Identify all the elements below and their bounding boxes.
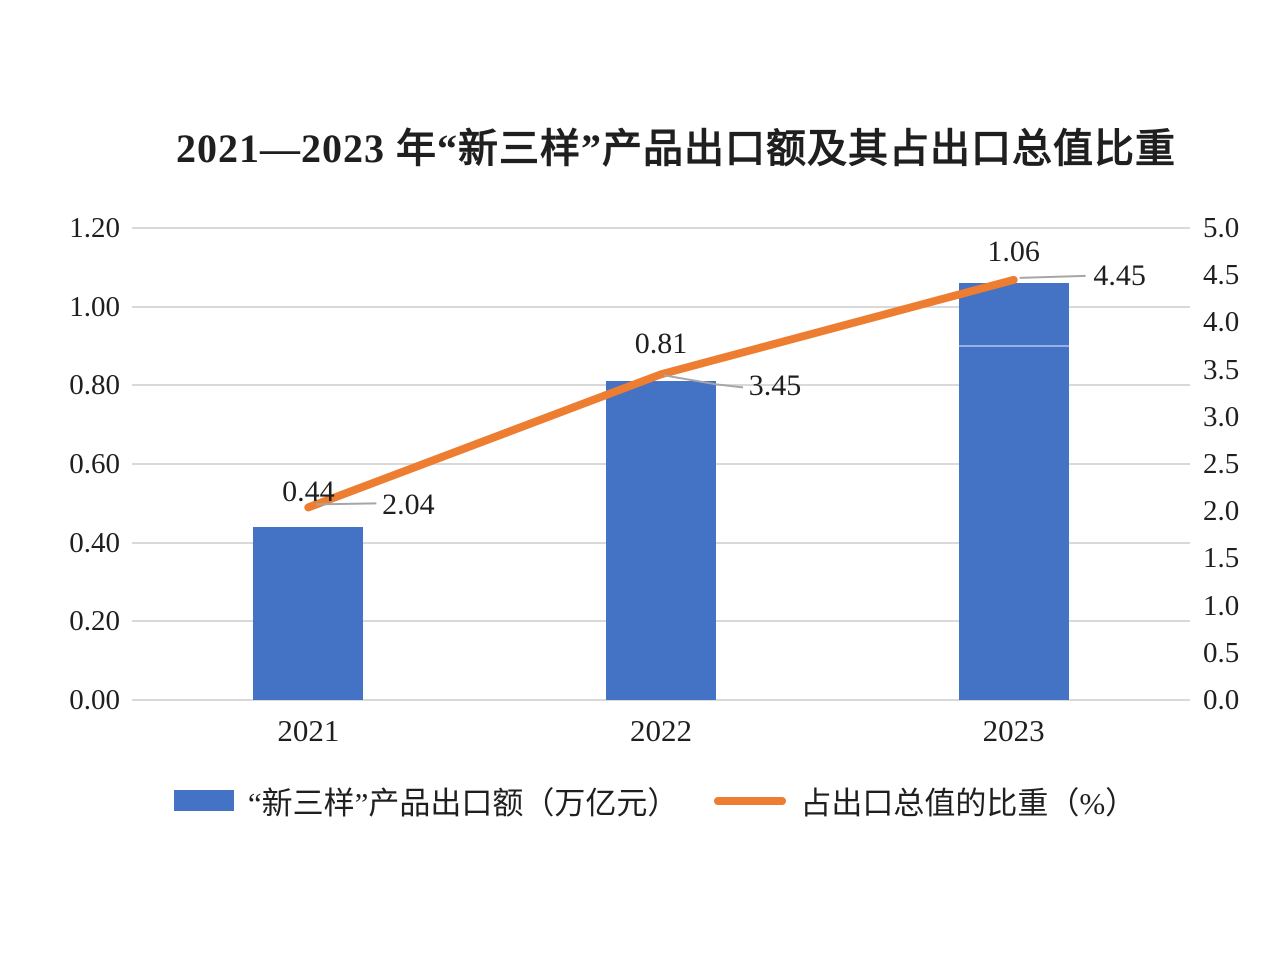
legend-label-share-percent: 占出口总值的比重（%） [800, 786, 1137, 821]
right-axis-tick-label: 4.0 [1203, 306, 1240, 339]
line-value-label: 2.04 [382, 488, 435, 522]
chart-title: 2021—2023 年“新三样”产品出口额及其占出口总值比重 [176, 126, 1176, 171]
bar-value-label: 0.81 [634, 327, 688, 361]
legend-item-export-amount: “新三样”产品出口额（万亿元） [173, 778, 679, 823]
right-axis-tick-label: 3.0 [1203, 400, 1240, 433]
right-axis-tick-label: 0.5 [1203, 636, 1240, 669]
x-axis-tick-label: 2022 [630, 713, 692, 748]
left-axis-tick-label: 0.00 [69, 684, 120, 716]
right-axis-tick-label: 1.5 [1203, 542, 1240, 575]
left-axis-tick-label: 0.40 [69, 526, 120, 559]
legend-label-export-amount: “新三样”产品出口额（万亿元） [247, 786, 679, 821]
right-axis-tick-label: 2.5 [1203, 448, 1240, 480]
gridline [132, 227, 1190, 229]
line-value-label: 3.45 [748, 369, 802, 403]
left-axis-tick-label: 0.80 [69, 369, 120, 402]
bar-2023 [958, 283, 1069, 700]
legend-bar-swatch-icon [173, 790, 234, 811]
line-value-label: 4.45 [1093, 258, 1146, 292]
bar-2021 [253, 526, 364, 700]
right-axis-tick-label: 5.0 [1203, 212, 1240, 244]
gridline [132, 699, 1190, 701]
bar-2022 [606, 381, 716, 700]
bar-value-label: 0.44 [282, 475, 335, 509]
left-axis-tick-label: 0.60 [69, 448, 120, 480]
left-axis-tick-label: 1.00 [69, 290, 120, 323]
legend: “新三样”产品出口额（万亿元） 占出口总值的比重（%） [0, 778, 1280, 823]
x-axis-tick-label: 2023 [982, 713, 1045, 748]
right-axis-tick-label: 4.5 [1203, 259, 1240, 292]
legend-line-swatch-icon [714, 796, 787, 805]
left-axis-tick-label: 0.20 [69, 605, 120, 638]
legend-item-share-percent: 占出口总值的比重（%） [714, 778, 1136, 823]
right-axis-tick-label: 3.5 [1203, 353, 1240, 386]
bar-artifact-band [958, 344, 1069, 347]
right-axis-tick-label: 0.0 [1203, 684, 1240, 716]
right-axis-tick-label: 1.0 [1203, 589, 1240, 622]
bar-value-label: 1.06 [987, 234, 1040, 268]
right-axis-tick-label: 2.0 [1203, 495, 1240, 528]
left-axis-tick-label: 1.20 [69, 212, 120, 244]
x-axis-tick-label: 2021 [277, 713, 340, 748]
